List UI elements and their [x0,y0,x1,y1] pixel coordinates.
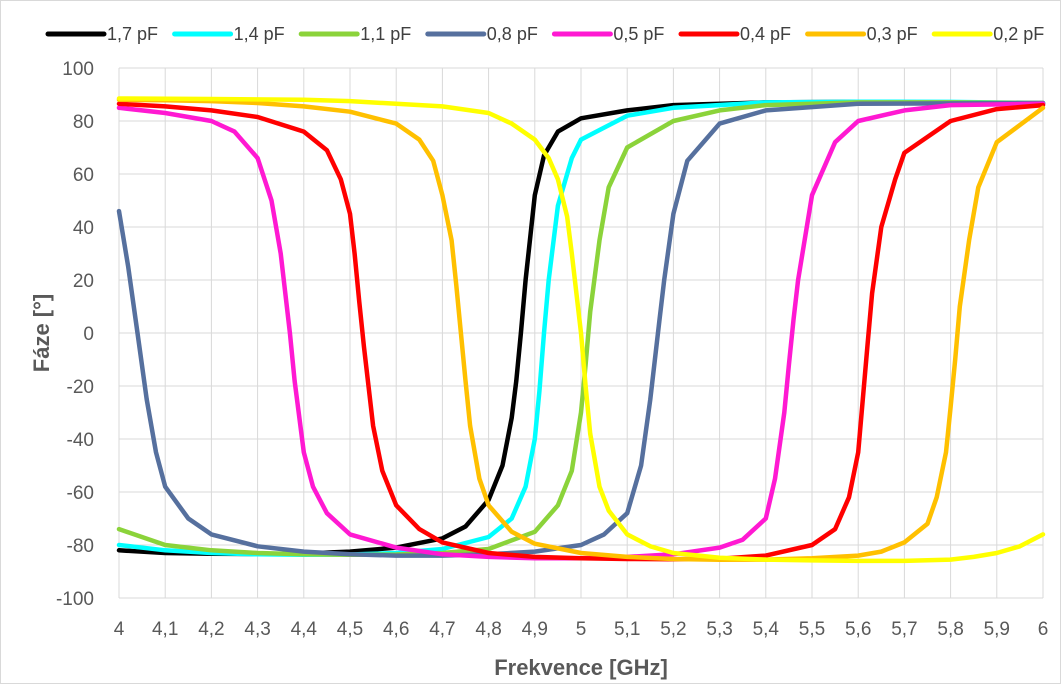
y-tick-label: -80 [67,536,94,557]
x-tick-label: 4,2 [198,619,224,640]
x-tick-labels: 4 4,1 4,2 4,3 4,4 4,5 4,6 4,7 4,8 4,9 5 5,1 5,2 5,3 5,… [114,619,1049,640]
y-tick-label: -40 [67,430,94,451]
x-tick-label: 5,3 [706,619,732,640]
x-tick-label: 4,3 [244,619,270,640]
legend: 1,7 pF 1,4 pF 1,1 pF 0,8 pF 0,5 pF 0,4 pF 0,3 … [45,24,1044,44]
y-axis-title: Fáze [°] [29,294,54,372]
y-tick-label: 0 [83,324,94,345]
legend-label: 0,8 pF [487,24,538,44]
series-line [116,100,1046,558]
x-tick-label: 5,5 [799,619,825,640]
x-tick-label: 5,1 [614,619,640,640]
x-tick-label: 4 [114,619,125,640]
x-tick-label: 4,8 [475,619,501,640]
x-tick-label: 5 [576,619,587,640]
legend-label: 0,3 pF [867,24,918,44]
x-tick-label: 5,9 [984,619,1010,640]
x-tick-label: 4,6 [383,619,409,640]
series-line [116,97,1046,563]
legend-label: 1,1 pF [360,24,411,44]
x-tick-label: 4,1 [152,619,178,640]
x-tick-label: 5,7 [891,619,917,640]
legend-label: 1,7 pF [107,24,158,44]
x-tick-label: 6 [1038,619,1049,640]
series-line [116,100,1046,558]
y-tick-label: 20 [73,271,94,292]
series-lines [116,96,1046,564]
y-tick-label: -100 [56,589,94,610]
series-line [116,96,1046,564]
y-tick-label: -20 [67,377,94,398]
x-tick-label: 4,5 [337,619,363,640]
legend-label: 0,5 pF [613,24,664,44]
x-tick-label: 4,4 [291,619,318,640]
x-tick-label: 5,6 [845,619,871,640]
y-tick-label: 100 [62,59,94,80]
x-tick-label: 5,4 [753,619,780,640]
series-line [116,101,1046,562]
legend-label: 0,4 pF [740,24,791,44]
y-tick-label: -60 [67,483,94,504]
y-tick-label: 60 [73,165,94,186]
y-tick-labels: 100 80 60 40 20 0 -20 -40 -60 -80 -100 [56,59,94,610]
x-tick-label: 5,8 [937,619,963,640]
x-tick-label: 4,7 [429,619,455,640]
x-axis-title: Frekvence [GHz] [494,655,668,680]
x-tick-label: 4,9 [522,619,548,640]
legend-label: 0,2 pF [993,24,1044,44]
y-tick-label: 40 [73,218,94,239]
x-tick-label: 5,2 [660,619,686,640]
legend-label: 1,4 pF [234,24,285,44]
y-tick-label: 80 [73,112,94,133]
